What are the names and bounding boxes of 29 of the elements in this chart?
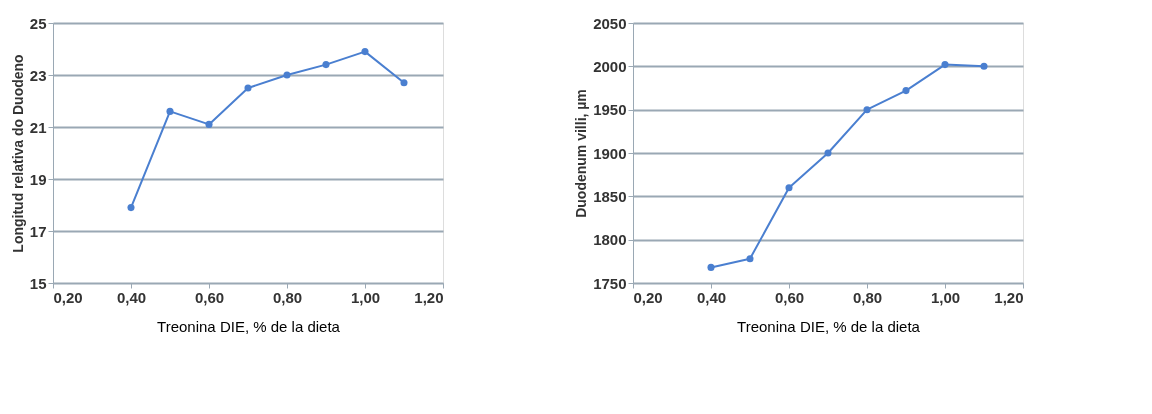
y-axis-title: Longitud relativa do Duodeno [9,54,26,253]
x-tick-label: 0,20 [53,288,83,306]
y-tick-label: 1800 [593,231,627,249]
y-axis-title: Duodenum villi, µm [573,89,590,218]
x-tick-label: 0,60 [774,288,805,306]
x-tick-label: 0,80 [272,288,303,306]
x-tick-label: 0,60 [194,288,225,306]
x-axis-title: Treonina DIE, % de la dieta [737,317,921,335]
x-tick-label: 0,80 [852,288,883,306]
y-tick-label: 1950 [593,101,627,119]
x-tick-label: 1,20 [994,288,1024,306]
y-tick-label: 19 [29,170,47,188]
x-tick-label: 1,20 [414,288,444,306]
y-tick-label: 1850 [593,187,627,205]
y-tick-label: 2050 [593,14,627,32]
x-tick-label: 1,00 [350,288,381,306]
y-tick-label: 1900 [593,144,627,162]
y-tick-label: 25 [29,14,47,32]
x-tick-label: 0,40 [696,288,727,306]
x-tick-label: 0,40 [116,288,147,306]
y-tick-label: 15 [29,274,47,292]
y-tick-label: 2000 [593,57,627,75]
x-tick-label: 0,20 [633,288,663,306]
x-axis-title: Treonina DIE, % de la dieta [157,317,341,335]
y-tick-label: 21 [29,118,47,136]
y-tick-label: 23 [29,66,47,84]
y-tick-label: 17 [29,222,47,240]
x-tick-label: 1,00 [930,288,961,306]
y-tick-label: 1750 [593,274,627,292]
